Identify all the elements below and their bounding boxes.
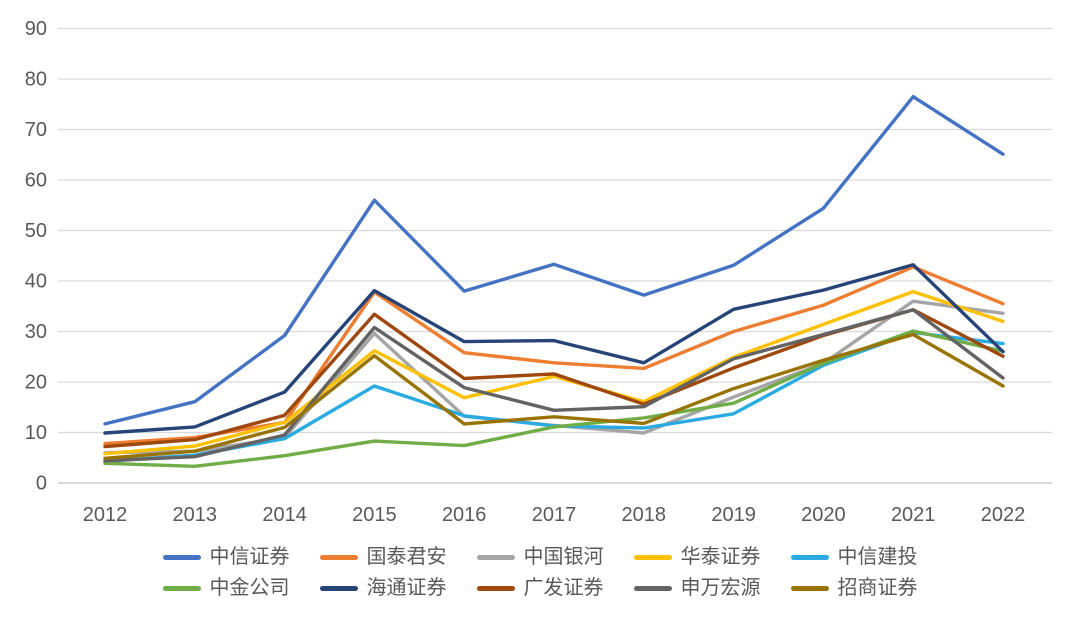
x-tick-label: 2012 bbox=[83, 504, 128, 526]
legend-swatch-icon bbox=[476, 585, 515, 591]
legend-label: 国泰君安 bbox=[366, 546, 447, 568]
legend-label: 中国银河 bbox=[523, 546, 604, 568]
x-tick-label: 2021 bbox=[891, 504, 936, 526]
legend-swatch-icon bbox=[633, 554, 672, 560]
legend-label: 中信建投 bbox=[837, 546, 918, 568]
legend-swatch-icon bbox=[319, 554, 358, 560]
x-tick-label: 2019 bbox=[711, 504, 756, 526]
legend-item: 华泰证券 bbox=[633, 546, 761, 568]
legend-item: 申万宏源 bbox=[633, 577, 761, 599]
x-tick-label: 2020 bbox=[801, 504, 846, 526]
x-tick-label: 2015 bbox=[352, 504, 397, 526]
plot-area: 0 10 20 30 40 50 60 70 80 90 2012 2013 2014 2015 2016 2… bbox=[25, 18, 1052, 526]
series-line-4 bbox=[103, 330, 1005, 463]
y-tick-label: 50 bbox=[25, 220, 47, 242]
legend-item: 海通证券 bbox=[319, 577, 447, 599]
legend-swatch-icon bbox=[162, 585, 201, 591]
x-tick-label: 2018 bbox=[622, 504, 667, 526]
x-tick-label: 2017 bbox=[532, 504, 577, 526]
y-tick-label: 60 bbox=[25, 169, 47, 191]
series-line-1 bbox=[103, 265, 1005, 446]
series-line-9 bbox=[103, 332, 1005, 460]
legend-label: 华泰证券 bbox=[680, 546, 761, 568]
y-tick-label: 70 bbox=[25, 119, 47, 141]
y-tick-label: 30 bbox=[25, 321, 47, 343]
series-line-6 bbox=[103, 263, 1005, 435]
legend-swatch-icon bbox=[476, 554, 515, 560]
x-tick-label: 2022 bbox=[981, 504, 1026, 526]
legend-item: 中信建投 bbox=[790, 546, 918, 568]
legend-swatch-icon bbox=[790, 554, 829, 560]
legend-item: 中国银河 bbox=[476, 546, 604, 568]
y-tick-label: 20 bbox=[25, 371, 47, 393]
legend-swatch-icon bbox=[319, 585, 358, 591]
legend-row: 中信证券 国泰君安 中国银河 华泰证券 中信建投 bbox=[162, 546, 918, 568]
x-tick-label: 2014 bbox=[262, 504, 307, 526]
series-line-0 bbox=[103, 94, 1005, 426]
legend-swatch-icon bbox=[790, 585, 829, 591]
legend-label: 招商证券 bbox=[837, 577, 918, 599]
x-tick-label: 2016 bbox=[442, 504, 487, 526]
series-line-3 bbox=[103, 289, 1005, 456]
series-line-8 bbox=[103, 308, 1005, 463]
legend-label: 海通证券 bbox=[366, 577, 447, 599]
legend-item: 招商证券 bbox=[790, 577, 918, 599]
legend-swatch-icon bbox=[162, 554, 201, 560]
legend-item: 中金公司 bbox=[162, 577, 290, 599]
legend-item: 中信证券 bbox=[162, 546, 290, 568]
y-tick-label: 40 bbox=[25, 270, 47, 292]
legend-row: 中金公司 海通证券 广发证券 申万宏源 招商证券 bbox=[162, 577, 918, 599]
legend-swatch-icon bbox=[633, 585, 672, 591]
y-tick-label: 10 bbox=[25, 422, 47, 444]
y-tick-label: 0 bbox=[36, 472, 47, 494]
x-tick-label: 2013 bbox=[173, 504, 218, 526]
y-tick-label: 80 bbox=[25, 68, 47, 90]
legend-label: 中信证券 bbox=[209, 546, 290, 568]
legend-item: 国泰君安 bbox=[319, 546, 447, 568]
legend-label: 中金公司 bbox=[209, 577, 290, 599]
legend-label: 广发证券 bbox=[523, 577, 604, 599]
chart-legend: 中信证券 国泰君安 中国银河 华泰证券 中信建投中金公司 海通证券 广发证券 申万宏源 招商证券 bbox=[0, 546, 1080, 599]
y-tick-label: 90 bbox=[25, 18, 47, 40]
legend-item: 广发证券 bbox=[476, 577, 604, 599]
legend-label: 申万宏源 bbox=[680, 577, 761, 599]
